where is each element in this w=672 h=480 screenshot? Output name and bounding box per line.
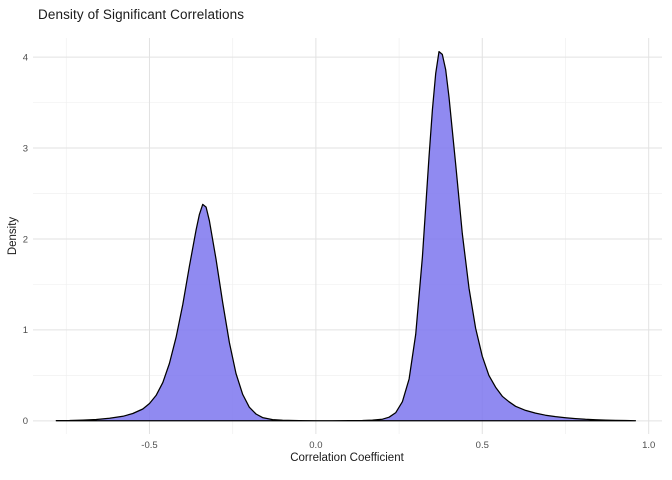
y-tick-label: 2 — [23, 234, 28, 245]
x-tick-label: -0.5 — [141, 440, 157, 451]
y-tick-label: 1 — [23, 325, 28, 336]
density-area-path — [55, 50, 637, 422]
y-tick-label: 4 — [23, 52, 28, 63]
y-tick-label: 3 — [23, 143, 28, 154]
y-axis-title: Density — [7, 216, 19, 256]
chart-title: Density of Significant Correlations — [38, 7, 245, 22]
x-tick-label: 0.5 — [476, 440, 489, 451]
x-axis-title: Correlation Coefficient — [290, 452, 404, 464]
x-tick-label: 1.0 — [642, 440, 655, 451]
y-tick-label: 0 — [23, 416, 28, 427]
x-tick-label: 0.0 — [309, 440, 322, 451]
